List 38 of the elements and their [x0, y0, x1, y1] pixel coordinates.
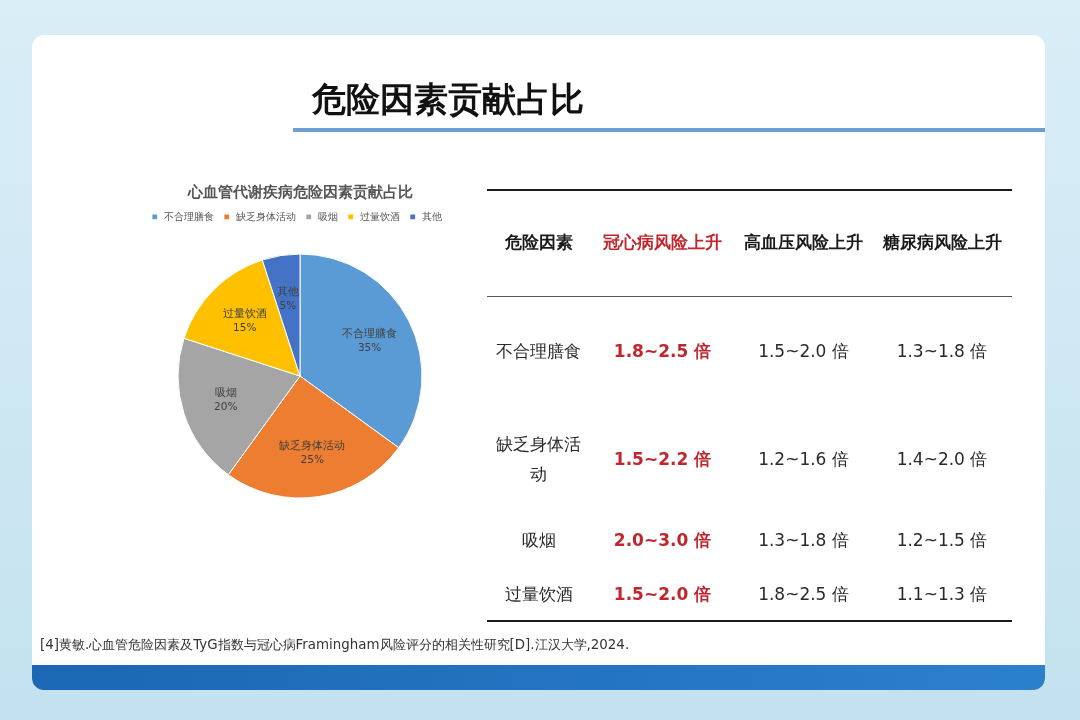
- slice-label: 吸烟: [214, 386, 237, 399]
- text: 1.8~2.5 倍: [612, 340, 713, 364]
- slice-label: 过量饮酒: [222, 306, 267, 319]
- text: 1.2~1.6 倍: [757, 448, 850, 472]
- slice-label: 不合理膳食: [342, 326, 398, 339]
- chart-title: 心血管代谢疾病危险因素贡献占比: [186, 182, 413, 201]
- text: 冠心病风险上升: [590, 190, 735, 296]
- legend-label: 吸烟: [317, 210, 338, 222]
- text: 过量饮酒: [487, 570, 590, 621]
- text: 1.5~2.0 倍: [757, 340, 850, 364]
- legend-label: 其他: [421, 210, 442, 222]
- data-label: 20%: [214, 400, 238, 413]
- text: 缺乏身体活动: [495, 433, 582, 486]
- data-label: 25%: [300, 453, 324, 466]
- text: 1.3~1.8 倍: [895, 340, 989, 364]
- data-label: 35%: [357, 340, 382, 353]
- text: 危险因素贡献占比: [312, 78, 584, 121]
- text: 1.1~1.3 倍: [872, 570, 1012, 621]
- text: 1.5~2.0 倍: [590, 570, 735, 621]
- legend-label: 不合理膳食: [163, 210, 214, 222]
- data-label: 5%: [279, 298, 297, 311]
- text: [4]黄敏.心血管危险因素及TyG指数与冠心病Framingham风险评分的相关性研究[D].江汉大学,2024.: [40, 636, 630, 654]
- text: 1.4~2.0 倍: [895, 448, 989, 472]
- text: 糖尿病风险上升: [872, 190, 1012, 296]
- text: 1.3~1.8 倍: [757, 529, 850, 553]
- data-label: 15%: [233, 320, 257, 333]
- text: 1.5~2.2 倍: [612, 448, 713, 472]
- text: 吸烟: [520, 529, 557, 553]
- text: 2.0~3.0 倍: [612, 529, 713, 553]
- text: 危险因素: [487, 190, 590, 296]
- slice-label: 缺乏身体活动: [279, 439, 346, 452]
- slice-label: 其他: [276, 284, 299, 297]
- text: 1.2~1.5 倍: [895, 529, 989, 553]
- text: 高血压风险上升: [735, 190, 872, 296]
- text: 不合理膳食: [495, 340, 582, 364]
- legend-label: 缺乏身体活动: [235, 210, 296, 222]
- legend-label: 过量饮酒: [359, 210, 400, 222]
- text: 1.8~2.5 倍: [735, 570, 872, 621]
